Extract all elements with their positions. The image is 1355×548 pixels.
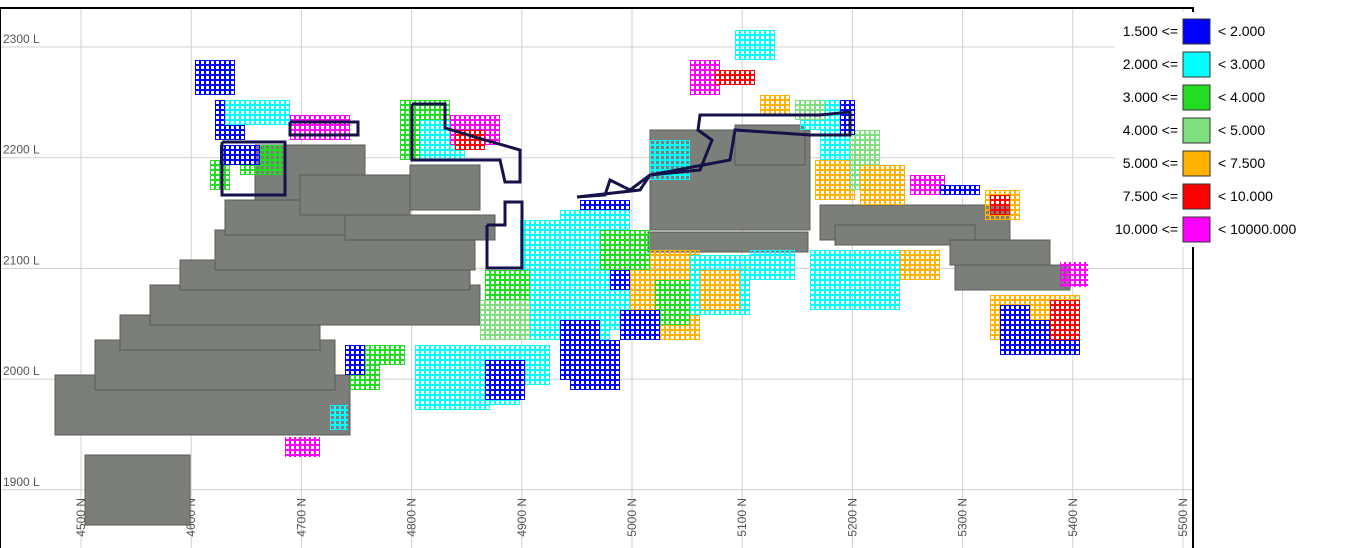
grade-block bbox=[860, 165, 905, 205]
legend-swatch bbox=[1182, 84, 1211, 111]
grade-block bbox=[715, 70, 755, 85]
grade-block bbox=[455, 130, 485, 150]
stope bbox=[409, 164, 481, 211]
stope bbox=[954, 264, 1071, 291]
legend-from: 3.000 <= bbox=[1123, 89, 1178, 105]
legend-from: 1.500 <= bbox=[1123, 23, 1178, 39]
grade-block bbox=[480, 300, 530, 340]
grade-block bbox=[700, 270, 740, 310]
outlines bbox=[220, 102, 852, 270]
outline bbox=[410, 102, 522, 184]
northing-label: 4800 N bbox=[405, 498, 419, 537]
legend-from: 5.000 <= bbox=[1123, 155, 1178, 171]
legend-from: 10.000 <= bbox=[1115, 221, 1178, 237]
grade-block bbox=[840, 100, 855, 135]
legend-swatch bbox=[1182, 216, 1211, 243]
outline bbox=[220, 140, 287, 197]
stope bbox=[834, 224, 976, 246]
northing-label: 5200 N bbox=[845, 498, 859, 537]
northing-label: 5100 N bbox=[735, 498, 749, 537]
grade-blocks bbox=[195, 30, 1088, 457]
grade-block bbox=[415, 345, 490, 410]
northing-label: 5000 N bbox=[625, 498, 639, 537]
legend-to: < 5.000 bbox=[1218, 122, 1265, 138]
stope bbox=[84, 454, 191, 526]
grade-block bbox=[210, 160, 230, 190]
grade-block bbox=[570, 340, 620, 390]
outline bbox=[288, 120, 360, 137]
level-label: 1900 L bbox=[3, 475, 40, 489]
grade-block bbox=[910, 175, 945, 195]
grade-block bbox=[330, 405, 348, 430]
legend-to: < 10000.000 bbox=[1218, 221, 1296, 237]
frame bbox=[0, 7, 1194, 548]
northing-label: 5500 N bbox=[1176, 498, 1190, 537]
legend-to: < 2.000 bbox=[1218, 23, 1265, 39]
grade-block bbox=[220, 145, 260, 165]
legend-swatch bbox=[1182, 117, 1211, 144]
grade-block bbox=[225, 100, 290, 125]
legend-swatch bbox=[1182, 51, 1211, 78]
northing-label: 5300 N bbox=[956, 498, 970, 537]
legend-swatch bbox=[1182, 183, 1211, 210]
northing-label: 4700 N bbox=[294, 498, 308, 537]
grade-block bbox=[485, 360, 525, 400]
legend-from: 4.000 <= bbox=[1123, 122, 1178, 138]
grade-block bbox=[810, 250, 900, 310]
stope bbox=[949, 239, 1051, 266]
legend-to: < 4.000 bbox=[1218, 89, 1265, 105]
legend-to: < 3.000 bbox=[1218, 56, 1265, 72]
outline bbox=[485, 200, 524, 270]
grade-block bbox=[795, 100, 825, 120]
legend-to: < 10.000 bbox=[1218, 188, 1273, 204]
legend-to: < 7.500 bbox=[1218, 155, 1265, 171]
grade-block bbox=[655, 280, 690, 325]
grade-block bbox=[990, 195, 1010, 215]
level-label: 2200 L bbox=[3, 143, 40, 157]
grade-block bbox=[1060, 262, 1088, 287]
grade-block bbox=[940, 185, 980, 195]
grade-block bbox=[345, 345, 365, 375]
stope bbox=[299, 174, 411, 216]
northing-label: 4900 N bbox=[515, 498, 529, 537]
outline bbox=[576, 110, 852, 199]
legend-swatch bbox=[1182, 18, 1211, 45]
level-label: 2100 L bbox=[3, 253, 40, 267]
legend-background bbox=[1115, 12, 1355, 247]
legend-swatch bbox=[1182, 150, 1211, 177]
grade-block bbox=[900, 250, 940, 280]
grade-block bbox=[285, 437, 320, 457]
grade-block bbox=[195, 60, 235, 95]
grade-block bbox=[600, 230, 650, 270]
grade-block bbox=[750, 250, 795, 280]
grade-block bbox=[815, 160, 855, 200]
grade-block bbox=[760, 95, 790, 115]
legend: 1.500 <= < 2.000 2.000 <= < 3.000 3.000 <= < … bbox=[1115, 18, 1296, 243]
northing-label: 5400 N bbox=[1066, 498, 1080, 537]
grade-block bbox=[735, 30, 775, 60]
grade-block bbox=[620, 310, 660, 340]
stope bbox=[149, 284, 481, 326]
legend-from: 2.000 <= bbox=[1123, 56, 1178, 72]
level-label: 2000 L bbox=[3, 364, 40, 378]
level-label: 2300 L bbox=[3, 32, 40, 46]
grade-block bbox=[1050, 300, 1080, 340]
stope bbox=[647, 231, 809, 253]
legend-from: 7.500 <= bbox=[1123, 188, 1178, 204]
stope bbox=[344, 214, 496, 241]
